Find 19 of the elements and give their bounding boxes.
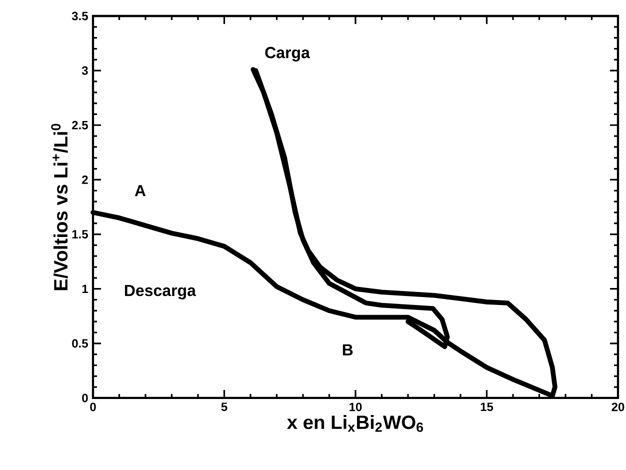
x-axis-title: x en Li$_{x}$Bi$_{2}$WO$_{6}$ <box>286 415 424 432</box>
y-tick-label: 0 <box>82 394 88 402</box>
y-tick-label: 1 <box>82 284 88 293</box>
x-tick-label: 10 <box>350 402 362 412</box>
y-tick-label: 2 <box>82 176 88 184</box>
x-tick-label: 5 <box>221 402 228 412</box>
annotation: B <box>342 344 353 356</box>
y-tick-label: 2.5 <box>72 120 88 130</box>
annotation: A <box>134 185 146 196</box>
y-tick-label: 1.5 <box>72 230 88 238</box>
y-tick-label: 0.5 <box>72 339 88 348</box>
x-tick-label: 15 <box>480 402 494 412</box>
y-tick-label: 3.5 <box>72 12 88 20</box>
annotation: Carga <box>265 46 310 62</box>
annotation: Descarga <box>124 284 196 300</box>
x-tick-label: 20 <box>612 402 624 412</box>
y-axis-title: E/Voltios vs Li$^{+}$/Li$^{0}$ <box>51 124 68 290</box>
x-tick-label: 0 <box>90 402 96 412</box>
y-tick-label: 3 <box>82 66 88 75</box>
